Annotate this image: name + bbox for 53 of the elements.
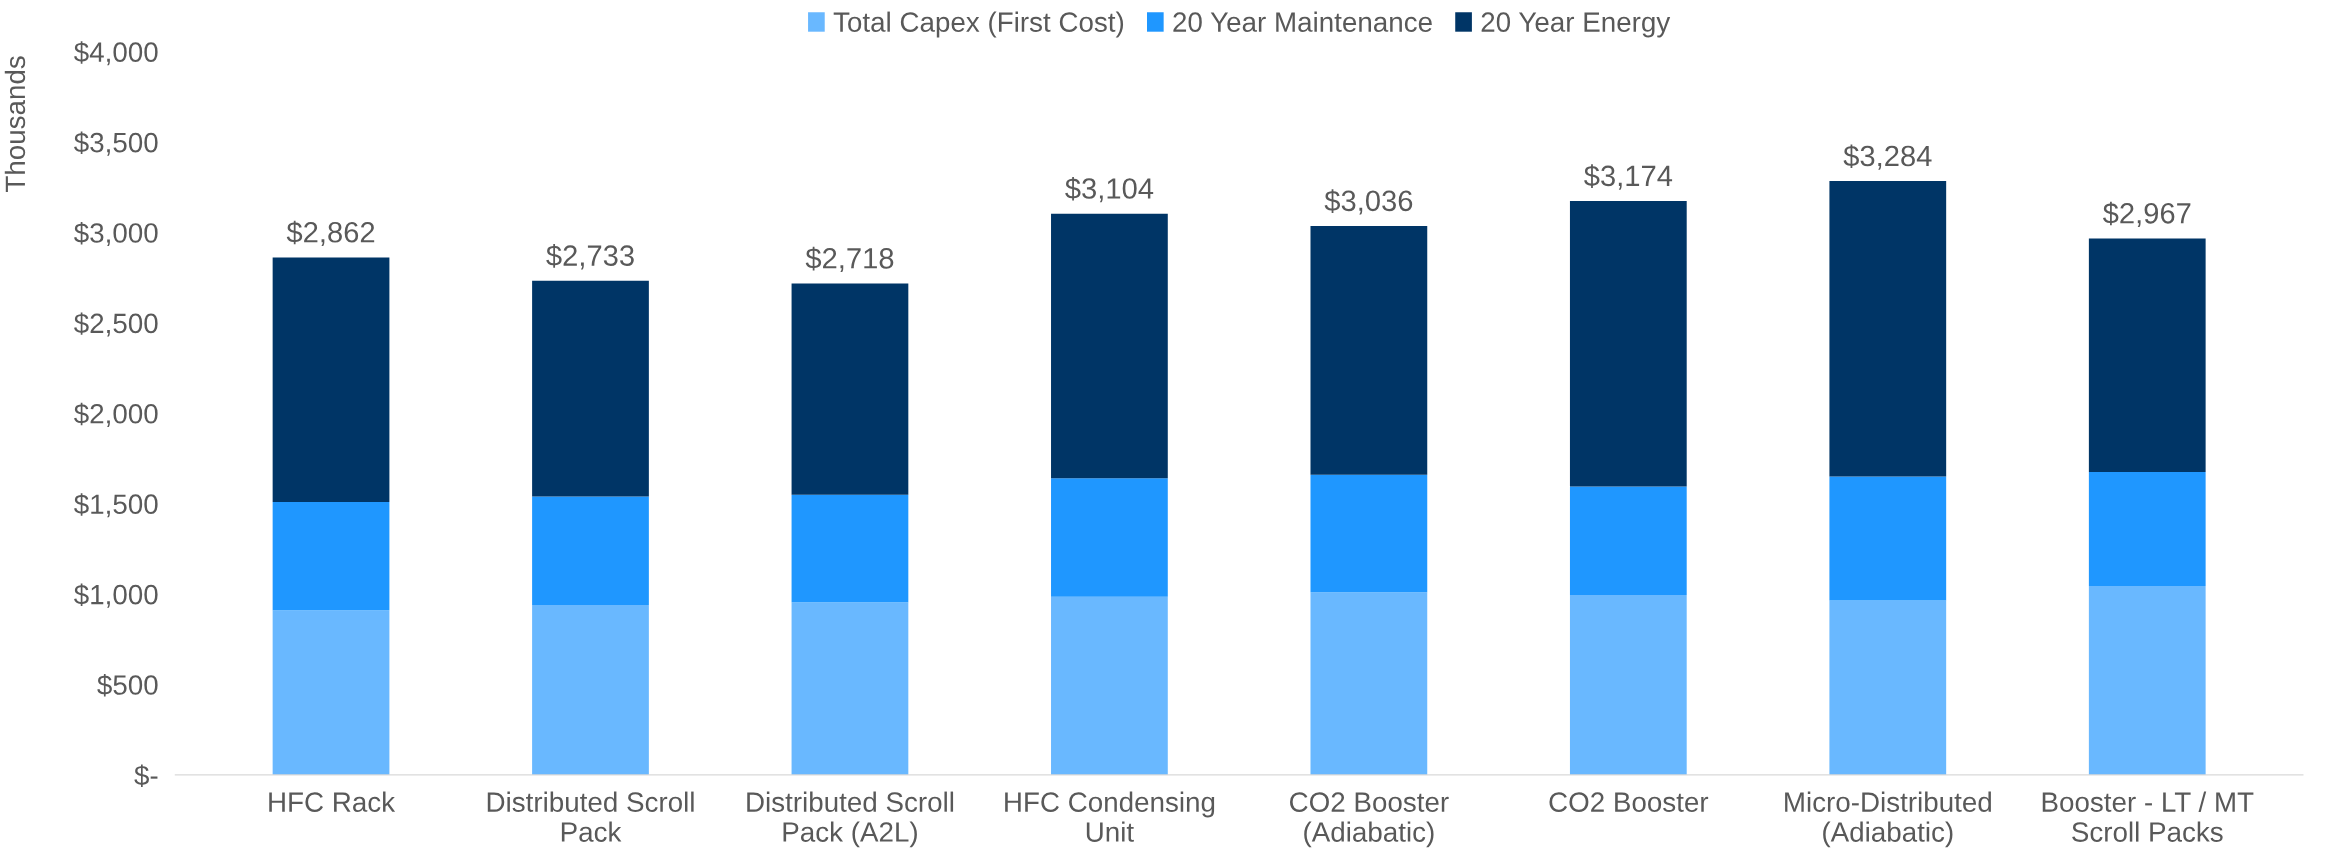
bar [1829,181,1947,477]
y-tick-label: $3,500 [74,131,158,156]
bar [2088,585,2206,775]
total-label: $2,733 [546,244,634,270]
y-tick-label: $2,000 [74,402,158,427]
x-tick-label: HFC Rack [269,791,396,812]
y-tick-label: $3,000 [74,221,158,247]
total-label: $3,036 [1324,189,1413,215]
y-axis-title: Thousands [4,56,26,193]
x-tick-label: Micro-Distributed (Adiabatic) [1785,791,1991,848]
y-tick-label: $2,500 [74,312,158,337]
bar [1569,486,1687,595]
bar [1829,476,1947,601]
x-tick-label: Booster - LT / MT Scroll Packs [2042,791,2254,842]
x-tick-label: CO2 Booster (Adiabatic) [1290,792,1449,848]
x-tick-label: Distributed Scroll Pack [487,791,694,842]
y-tick-label: $1,500 [74,493,158,518]
x-tick-label: HFC Condensing Unit [1005,791,1215,842]
bar [1829,600,1947,775]
bar [1051,213,1168,479]
total-label: $3,284 [1843,144,1932,170]
total-label: $2,862 [286,220,375,247]
total-label: $2,967 [2102,201,2191,228]
legend-label: 20 Year Energy [1481,12,1671,38]
bar [272,610,390,775]
bar [2088,472,2206,586]
total-label: $3,104 [1065,176,1154,203]
x-tick-label: Distributed Scroll Pack (A2L) [747,791,954,848]
legend-label: 20 Year Maintenance [1173,11,1432,32]
y-tick-label: $4,000 [74,41,158,66]
legend-label: Total Capex (First Cost) [833,11,1124,38]
y-tick-label: $- [134,764,158,787]
bar [791,283,909,495]
bar [532,604,649,775]
bar [532,280,649,497]
bar [532,496,649,605]
x-tick-label: CO2 Booster [1549,792,1709,812]
y-tick-label: $1,000 [74,583,158,608]
bar [1569,201,1687,487]
bar [2088,238,2206,473]
bar [1569,594,1687,775]
bar [1310,474,1428,593]
bar [1051,478,1168,597]
bar [272,501,390,611]
bar [1310,592,1428,775]
y-tick-label: $500 [97,674,158,697]
bar [1051,596,1168,775]
total-label: $3,174 [1584,164,1673,190]
bar [1310,225,1428,475]
bar [791,494,909,603]
bar [272,257,390,502]
bar [791,602,909,775]
total-label: $2,718 [805,246,894,273]
